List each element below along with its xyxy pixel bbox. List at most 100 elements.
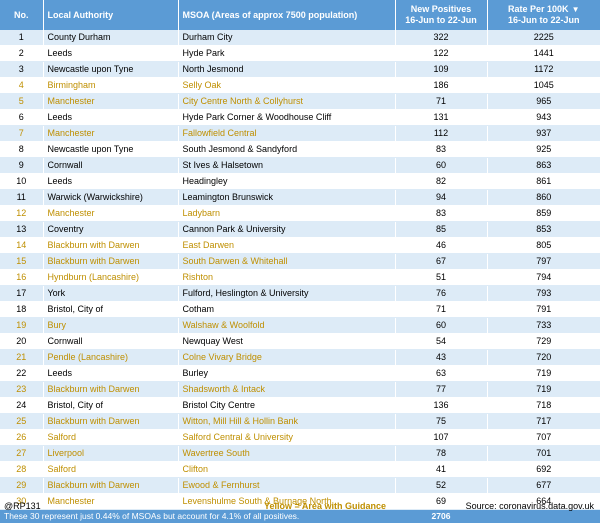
local-authority-cell: Salford [43, 462, 178, 478]
new-positives-cell: 109 [395, 62, 487, 78]
row-number: 9 [0, 158, 43, 174]
row-number: 15 [0, 254, 43, 270]
new-positives-cell: 67 [395, 254, 487, 270]
new-positives-cell: 54 [395, 334, 487, 350]
msoa-cell: South Darwen & Whitehall [178, 254, 395, 270]
msoa-cell: Wavertree South [178, 446, 395, 462]
rate-cell: 943 [487, 110, 600, 126]
new-positives-cell: 122 [395, 46, 487, 62]
msoa-cell: Headingley [178, 174, 395, 190]
rate-cell: 860 [487, 190, 600, 206]
msoa-cell: East Darwen [178, 238, 395, 254]
rate-cell: 793 [487, 286, 600, 302]
row-number: 25 [0, 414, 43, 430]
row-number: 29 [0, 478, 43, 494]
header-row: No. Local Authority MSOA (Areas of appro… [0, 0, 600, 30]
msoa-cell: Cotham [178, 302, 395, 318]
row-number: 5 [0, 94, 43, 110]
new-positives-cell: 60 [395, 158, 487, 174]
rate-cell: 859 [487, 206, 600, 222]
rate-cell: 707 [487, 430, 600, 446]
local-authority-cell: Leeds [43, 174, 178, 190]
new-positives-cell: 77 [395, 382, 487, 398]
msoa-cell: Selly Oak [178, 78, 395, 94]
row-number: 24 [0, 398, 43, 414]
new-positives-cell: 83 [395, 142, 487, 158]
msoa-cell: Newquay West [178, 334, 395, 350]
rate-cell: 701 [487, 446, 600, 462]
msoa-cell: South Jesmond & Sandyford [178, 142, 395, 158]
row-number: 12 [0, 206, 43, 222]
row-number: 17 [0, 286, 43, 302]
rate-cell: 719 [487, 382, 600, 398]
msoa-cell: Fulford, Heslington & University [178, 286, 395, 302]
new-positives-cell: 94 [395, 190, 487, 206]
msoa-cell: North Jesmond [178, 62, 395, 78]
msoa-cell: City Centre North & Collyhurst [178, 94, 395, 110]
new-positives-cell: 107 [395, 430, 487, 446]
rate-cell: 794 [487, 270, 600, 286]
local-authority-cell: Manchester [43, 206, 178, 222]
msoa-cell: Rishton [178, 270, 395, 286]
msoa-cell: Durham City [178, 30, 395, 46]
rate-cell: 925 [487, 142, 600, 158]
local-authority-cell: Salford [43, 430, 178, 446]
local-authority-cell: Blackburn with Darwen [43, 254, 178, 270]
triangle-down-icon[interactable]: ▼ [572, 4, 580, 15]
local-authority-cell: Cornwall [43, 158, 178, 174]
msoa-cell: Hyde Park [178, 46, 395, 62]
new-positives-title: New Positives [400, 4, 483, 15]
col-header-local-authority: Local Authority [43, 0, 178, 30]
local-authority-cell: Bristol, City of [43, 398, 178, 414]
rate-cell: 791 [487, 302, 600, 318]
new-positives-cell: 322 [395, 30, 487, 46]
row-number: 28 [0, 462, 43, 478]
row-number: 4 [0, 78, 43, 94]
col-header-msoa: MSOA (Areas of approx 7500 population) [178, 0, 395, 30]
rate-cell: 805 [487, 238, 600, 254]
rate-cell: 863 [487, 158, 600, 174]
row-number: 8 [0, 142, 43, 158]
rate-cell: 677 [487, 478, 600, 494]
rate-cell: 2225 [487, 30, 600, 46]
local-authority-cell: Manchester [43, 94, 178, 110]
row-number: 3 [0, 62, 43, 78]
local-authority-cell: Hyndburn (Lancashire) [43, 270, 178, 286]
msoa-cell: St Ives & Halsetown [178, 158, 395, 174]
bottom-bar: @RP131 Yellow = Area with Guidance Sourc… [0, 498, 600, 516]
msoa-cell: Bristol City Centre [178, 398, 395, 414]
local-authority-cell: Manchester [43, 126, 178, 142]
msoa-cell: Clifton [178, 462, 395, 478]
local-authority-cell: Cornwall [43, 334, 178, 350]
col-header-rate[interactable]: Rate Per 100K▼ 16-Jun to 22-Jun [487, 0, 600, 30]
local-authority-cell: County Durham [43, 30, 178, 46]
new-positives-cell: 76 [395, 286, 487, 302]
new-positives-cell: 60 [395, 318, 487, 334]
row-number: 1 [0, 30, 43, 46]
msoa-cell: Ewood & Fernhurst [178, 478, 395, 494]
msoa-cell: Ladybarn [178, 206, 395, 222]
msoa-cell: Witton, Mill Hill & Hollin Bank [178, 414, 395, 430]
local-authority-cell: Blackburn with Darwen [43, 382, 178, 398]
msoa-cell: Shadsworth & Intack [178, 382, 395, 398]
row-number: 26 [0, 430, 43, 446]
rate-cell: 853 [487, 222, 600, 238]
rate-title: Rate Per 100K [508, 4, 569, 14]
new-positives-dates: 16-Jun to 22-Jun [400, 15, 483, 26]
rate-cell: 720 [487, 350, 600, 366]
row-number: 11 [0, 190, 43, 206]
new-positives-cell: 46 [395, 238, 487, 254]
